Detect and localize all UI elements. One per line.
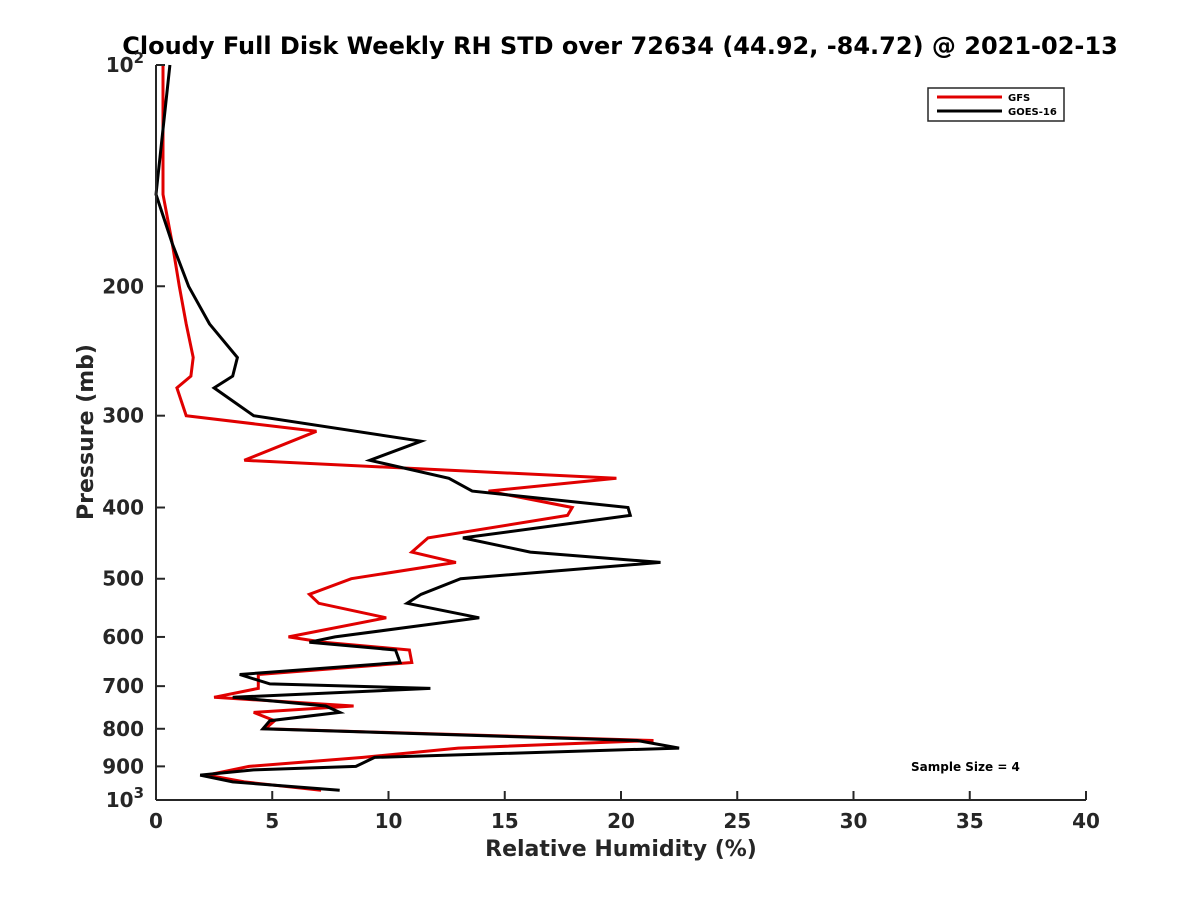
y-tick-label: 400 xyxy=(102,496,144,520)
x-axis-label: Relative Humidity (%) xyxy=(485,837,757,862)
series-layer xyxy=(154,64,680,792)
x-tick-label: 30 xyxy=(840,809,868,833)
y-tick-label: 102 xyxy=(106,49,144,77)
x-tick-label: 20 xyxy=(607,809,635,833)
y-tick-label: 700 xyxy=(102,674,144,698)
legend-label-goes16: GOES-16 xyxy=(1008,107,1057,118)
y-tick-label: 103 xyxy=(106,784,144,812)
series-line-goes16 xyxy=(154,64,680,792)
x-axis-ticks: 0 5 10 15 20 25 30 35 40 xyxy=(149,791,1100,833)
y-tick-label: 200 xyxy=(102,274,144,298)
plot-area xyxy=(154,64,1086,801)
x-tick-label: 0 xyxy=(149,809,163,833)
x-tick-label: 5 xyxy=(265,809,279,833)
x-tick-label: 10 xyxy=(375,809,403,833)
y-tick-label: 300 xyxy=(102,404,144,428)
legend: GFS GOES-16 xyxy=(927,87,1065,122)
y-axis-ticks: 102 200 300 400 500 600 700 800 900 103 xyxy=(102,49,165,812)
y-tick-label: 800 xyxy=(102,717,144,741)
legend-label-gfs: GFS xyxy=(1008,93,1030,104)
sample-size-annotation: Sample Size = 4 xyxy=(911,760,1020,774)
x-tick-label: 40 xyxy=(1072,809,1100,833)
x-tick-label: 25 xyxy=(723,809,751,833)
y-tick-label: 600 xyxy=(102,625,144,649)
chart-title: Cloudy Full Disk Weekly RH STD over 7263… xyxy=(122,32,1118,60)
x-tick-label: 15 xyxy=(491,809,519,833)
x-tick-label: 35 xyxy=(956,809,984,833)
y-tick-label: 500 xyxy=(102,567,144,591)
y-axis-label: Pressure (mb) xyxy=(74,344,99,520)
y-tick-label: 900 xyxy=(102,754,144,778)
axes-background xyxy=(156,65,1086,800)
legend-box xyxy=(927,87,1065,122)
